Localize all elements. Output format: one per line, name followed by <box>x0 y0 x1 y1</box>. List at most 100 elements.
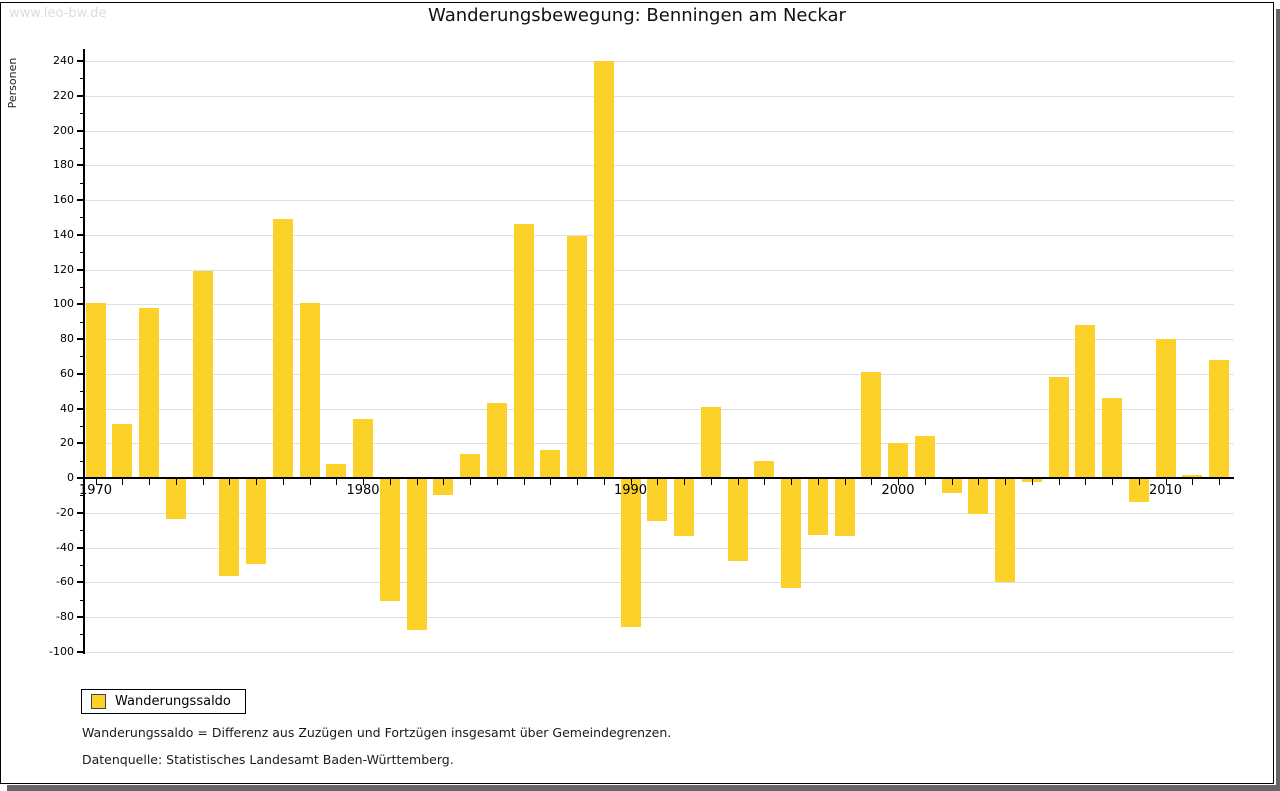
bar-1984 <box>460 454 480 478</box>
y-tick-120 <box>77 268 84 271</box>
bar-2012 <box>1209 360 1229 478</box>
bar-1998 <box>834 479 855 536</box>
x-tick-2009 <box>1138 479 1140 485</box>
x-tick-1978 <box>309 479 311 485</box>
x-tick-1973 <box>175 479 177 485</box>
y-tick-label-180: 180 <box>53 158 74 172</box>
y-minor-tick <box>80 147 84 149</box>
bar-1985 <box>486 403 507 478</box>
bar-2006 <box>1048 377 1069 478</box>
y-tick-label-160: 160 <box>53 193 74 206</box>
bar-1987 <box>540 450 561 478</box>
y-tick--40 <box>77 546 84 549</box>
x-tick-1984 <box>470 479 471 485</box>
y-tick-label-80: 80 <box>60 332 74 345</box>
gridline-240 <box>85 61 1234 62</box>
y-tick-60 <box>77 372 84 375</box>
x-tick-label-2000: 2000 <box>881 483 915 498</box>
x-tick-1986 <box>523 479 525 485</box>
bar-1994 <box>727 479 748 561</box>
x-tick-1975 <box>229 479 231 485</box>
footnote-definition: Wanderungssaldo = Differenz aus Zuzügen … <box>82 725 672 740</box>
y-tick-100 <box>77 303 84 306</box>
x-tick-1999 <box>871 479 873 485</box>
bar-1996 <box>781 479 801 588</box>
watermark-url: www.leo-bw.de <box>9 6 107 21</box>
bar-1971 <box>112 424 133 478</box>
x-tick-2008 <box>1112 479 1113 485</box>
bar-1992 <box>674 479 694 536</box>
x-tick-2000 <box>898 479 899 485</box>
gridline-40 <box>85 408 1234 410</box>
x-tick-1997 <box>817 479 819 485</box>
y-minor-tick <box>80 460 84 462</box>
gridline-200 <box>85 130 1234 132</box>
bar-1991 <box>647 479 668 521</box>
y-tick--80 <box>77 616 84 618</box>
card-shadow-bottom <box>7 785 1280 791</box>
y-tick--60 <box>77 581 84 584</box>
bar-1999 <box>861 372 882 478</box>
bar-1976 <box>246 479 266 564</box>
y-tick-label-40: 40 <box>60 401 74 415</box>
y-tick-140 <box>77 233 84 236</box>
x-tick-label-1980: 1980 <box>346 483 380 498</box>
x-tick-2005 <box>1031 479 1033 485</box>
gridline-140 <box>85 234 1234 236</box>
y-tick-80 <box>77 338 84 340</box>
x-tick-1994 <box>737 479 739 485</box>
gridline--40 <box>85 547 1234 549</box>
x-tick-1981 <box>389 479 391 485</box>
bar-1988 <box>567 236 587 478</box>
bar-2010 <box>1155 339 1176 478</box>
x-tick-1993 <box>710 479 712 485</box>
y-tick-label-240: 240 <box>53 54 74 67</box>
x-tick-2006 <box>1058 479 1060 485</box>
gridline--80 <box>85 617 1234 618</box>
y-minor-tick <box>80 599 84 601</box>
y-minor-tick <box>80 530 84 532</box>
gridline--100 <box>85 651 1234 653</box>
y-axis-line <box>83 49 85 654</box>
x-tick-2011 <box>1192 479 1194 485</box>
y-tick-220 <box>77 94 84 97</box>
x-tick-1970 <box>95 479 97 485</box>
x-tick-2010 <box>1165 479 1167 485</box>
y-tick-label-200: 200 <box>53 123 74 137</box>
bar-2004 <box>995 479 1015 582</box>
bar-1989 <box>593 61 614 478</box>
y-tick-label-220: 220 <box>53 88 74 102</box>
y-tick-label-20: 20 <box>60 436 74 450</box>
x-tick-1982 <box>416 479 418 485</box>
y-tick-label-60: 60 <box>60 366 74 380</box>
x-tick-1996 <box>791 479 792 485</box>
x-tick-1972 <box>149 479 150 485</box>
x-tick-2007 <box>1085 479 1087 485</box>
y-tick--20 <box>77 511 84 514</box>
x-tick-label-1970: 1970 <box>78 483 113 498</box>
x-tick-2002 <box>951 479 953 485</box>
y-tick-180 <box>77 164 84 167</box>
y-tick-40 <box>77 407 84 410</box>
gridline-100 <box>85 304 1234 306</box>
bar-2003 <box>968 479 989 514</box>
card-shadow-right <box>1276 9 1280 791</box>
x-tick-1979 <box>336 479 338 485</box>
x-tick-1998 <box>844 479 846 485</box>
bar-1974 <box>192 271 213 478</box>
y-minor-tick <box>80 391 84 393</box>
x-tick-1991 <box>657 479 659 485</box>
y-tick-label-100: 100 <box>53 297 74 311</box>
y-minor-tick <box>80 356 84 358</box>
y-tick-label--80: -80 <box>56 610 74 623</box>
x-tick-1992 <box>684 479 685 485</box>
bar-2008 <box>1102 398 1122 478</box>
bar-1986 <box>513 224 534 478</box>
gridline-220 <box>85 95 1234 97</box>
gridline-120 <box>85 269 1234 271</box>
bar-2000 <box>888 443 908 478</box>
legend-label: Wanderungssaldo <box>115 694 231 709</box>
x-tick-label-2010: 2010 <box>1148 483 1183 498</box>
